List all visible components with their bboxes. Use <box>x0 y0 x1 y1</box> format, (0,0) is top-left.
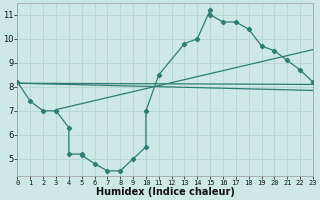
X-axis label: Humidex (Indice chaleur): Humidex (Indice chaleur) <box>96 187 235 197</box>
